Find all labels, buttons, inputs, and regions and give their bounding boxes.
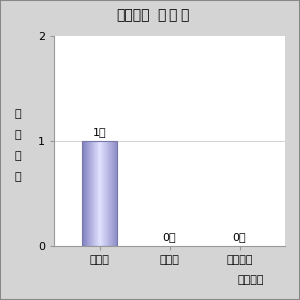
Bar	[88, 141, 89, 246]
Bar	[108, 141, 109, 246]
Bar	[115, 141, 116, 246]
Text: 指: 指	[157, 8, 166, 22]
Bar	[90, 141, 91, 246]
Bar	[82, 141, 117, 246]
Text: 0人: 0人	[163, 232, 176, 242]
Text: 向: 向	[180, 8, 188, 22]
Bar	[92, 141, 93, 246]
Bar	[106, 141, 107, 246]
Text: ジャナル: ジャナル	[116, 8, 150, 22]
Text: 0人: 0人	[233, 232, 246, 242]
Text: 人: 人	[15, 151, 21, 161]
Bar	[98, 141, 99, 246]
Text: べ: べ	[15, 130, 21, 140]
Bar	[85, 141, 86, 246]
Text: 延: 延	[15, 109, 21, 119]
Bar	[101, 141, 102, 246]
Bar	[87, 141, 88, 246]
Bar	[89, 141, 90, 246]
Bar	[95, 141, 96, 246]
Bar	[96, 141, 97, 246]
Bar	[82, 141, 83, 246]
Bar	[83, 141, 84, 246]
Text: 数: 数	[15, 172, 21, 182]
Bar	[84, 141, 85, 246]
Bar	[93, 141, 94, 246]
Text: の: の	[169, 8, 177, 22]
Text: 来年の予: 来年の予	[238, 275, 264, 285]
Bar	[113, 141, 114, 246]
Bar	[104, 141, 105, 246]
Bar	[112, 141, 113, 246]
Bar	[111, 141, 112, 246]
Bar	[107, 141, 108, 246]
Bar	[91, 141, 92, 246]
Bar	[99, 141, 100, 246]
Bar	[116, 141, 117, 246]
Text: 1人: 1人	[93, 127, 106, 137]
Bar	[94, 141, 95, 246]
Bar	[97, 141, 98, 246]
Bar	[86, 141, 87, 246]
Bar	[105, 141, 106, 246]
Bar	[100, 141, 101, 246]
Bar	[103, 141, 104, 246]
Bar	[102, 141, 103, 246]
Bar	[110, 141, 111, 246]
Bar	[114, 141, 115, 246]
